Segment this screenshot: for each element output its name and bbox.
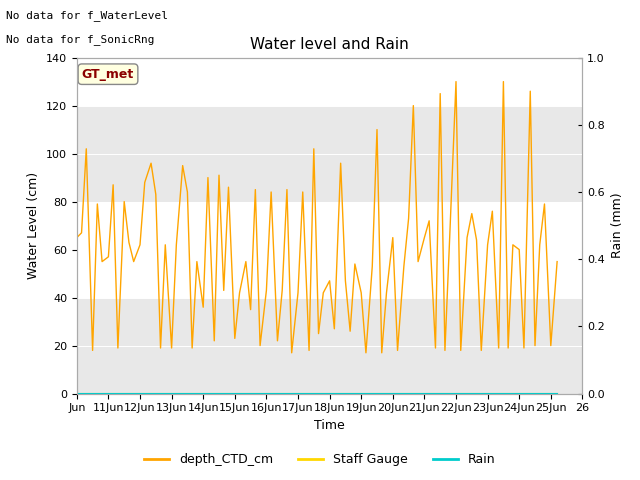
- Y-axis label: Rain (mm): Rain (mm): [611, 193, 623, 258]
- Title: Water level and Rain: Water level and Rain: [250, 37, 409, 52]
- Text: No data for f_SonicRng: No data for f_SonicRng: [6, 34, 155, 45]
- Text: No data for f_WaterLevel: No data for f_WaterLevel: [6, 10, 168, 21]
- Bar: [77, 298, 582, 394]
- X-axis label: Time: Time: [314, 419, 345, 432]
- Text: GT_met: GT_met: [82, 68, 134, 81]
- Legend: depth_CTD_cm, Staff Gauge, Rain: depth_CTD_cm, Staff Gauge, Rain: [140, 448, 500, 471]
- Y-axis label: Water Level (cm): Water Level (cm): [28, 172, 40, 279]
- Bar: [77, 106, 582, 202]
